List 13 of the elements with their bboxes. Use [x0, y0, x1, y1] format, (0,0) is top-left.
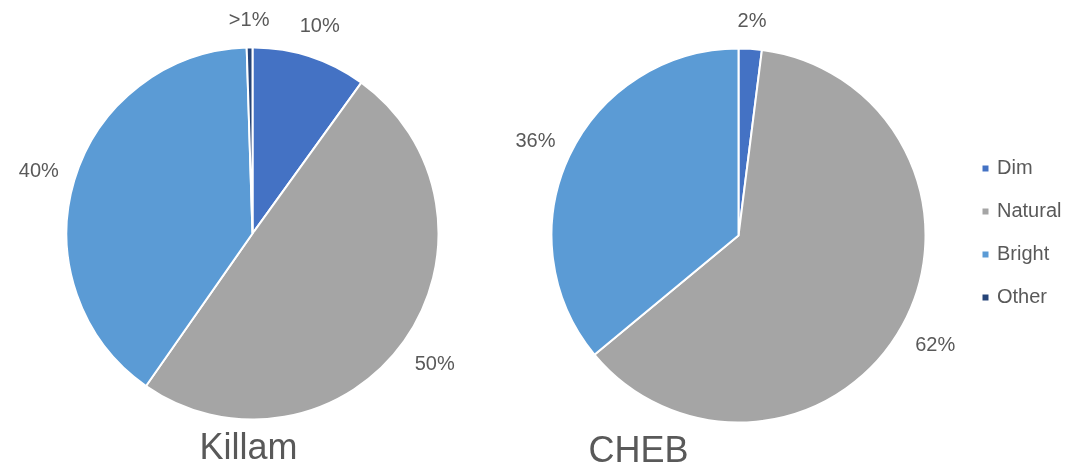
text: Killam — [199, 426, 298, 467]
legend-label: Bright — [997, 242, 1050, 265]
data-label: 62% — [915, 332, 956, 355]
data-label: 36% — [515, 128, 556, 151]
text: CHEB — [588, 429, 689, 470]
data-label: >1% — [228, 8, 270, 31]
legend-label: Dim — [997, 156, 1033, 179]
legend-label: Natural — [997, 199, 1062, 222]
data-label: 40% — [18, 158, 60, 181]
data-label: 10% — [299, 14, 340, 37]
data-label: 2% — [737, 9, 767, 32]
legend-label: Other — [997, 285, 1048, 308]
data-label: 50% — [414, 351, 455, 374]
